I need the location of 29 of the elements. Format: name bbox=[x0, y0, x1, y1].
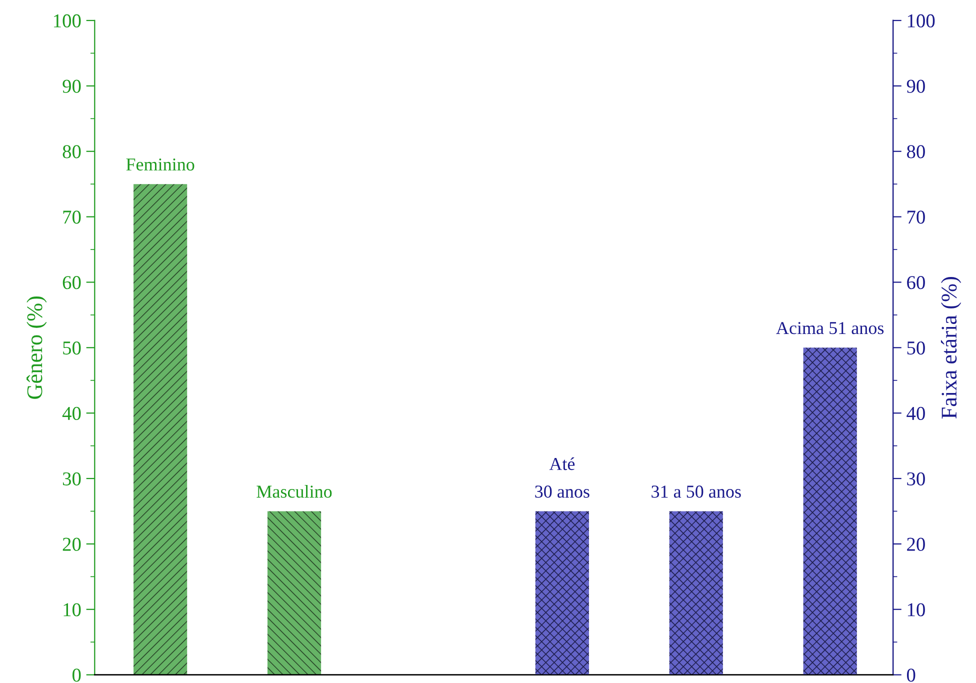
x-tick-label: Feminino bbox=[126, 158, 194, 171]
y-tick-label: 90 bbox=[62, 80, 81, 93]
y2-tick-label: 60 bbox=[907, 276, 925, 290]
y-tick-label: 40 bbox=[62, 406, 81, 420]
x-tick-label: Acima 51 anos bbox=[776, 322, 884, 334]
y2-tick-label: 70 bbox=[908, 210, 925, 224]
y2-axis-title: Faixa etária (%) bbox=[940, 277, 962, 419]
y-tick-label: 50 bbox=[63, 341, 81, 355]
y-tick-label: 0 bbox=[72, 668, 81, 682]
y2-tick-label: 30 bbox=[907, 472, 925, 486]
y2-tick-label: 40 bbox=[906, 406, 925, 420]
x-tick-label: 31 a 50 anos bbox=[652, 486, 741, 498]
y2-tick-label: 80 bbox=[906, 145, 925, 158]
x-tick-label: Até 30 anos bbox=[535, 457, 590, 498]
y2-tick-label: 50 bbox=[907, 341, 925, 355]
y-tick-label: 70 bbox=[63, 210, 81, 224]
y-tick-label: 20 bbox=[62, 538, 81, 551]
y2-tick-label: 10 bbox=[908, 603, 925, 616]
y2-tick-label: 0 bbox=[906, 668, 916, 682]
y2-tick-label: 90 bbox=[906, 80, 925, 93]
y2-tick-label: 100 bbox=[908, 14, 935, 28]
y-tick-label: 10 bbox=[64, 603, 81, 616]
x-tick-label: Masculino bbox=[256, 485, 332, 498]
y-tick-label: 30 bbox=[62, 472, 81, 486]
y-tick-label: 80 bbox=[62, 145, 81, 158]
y-axis-title: Gênero (%) bbox=[26, 296, 47, 399]
y-tick-label: 100 bbox=[54, 14, 81, 28]
y-tick-label: 60 bbox=[62, 276, 81, 290]
y2-tick-label: 20 bbox=[907, 538, 925, 551]
